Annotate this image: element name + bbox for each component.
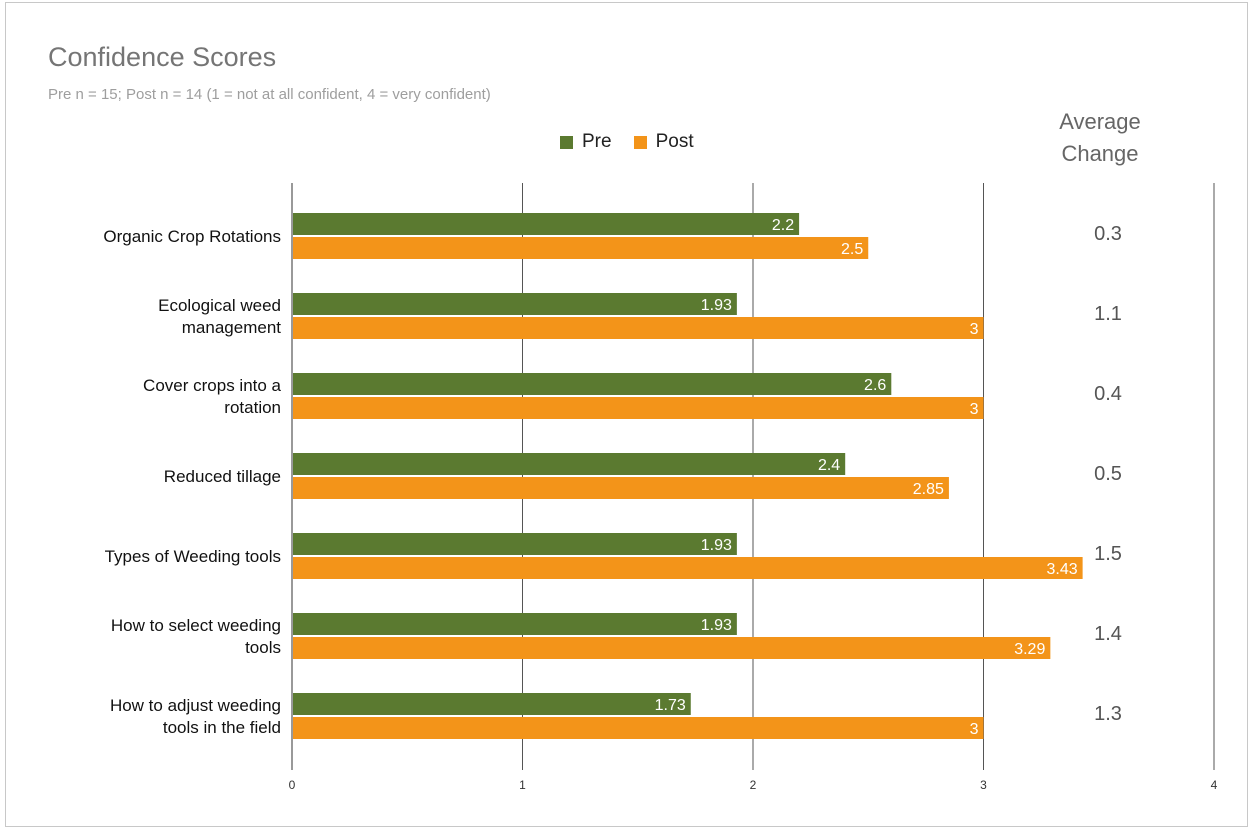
- bar-pre-1: [293, 293, 737, 315]
- average-change-header-line2: Change: [1061, 141, 1139, 166]
- bar-post-6: [293, 717, 984, 739]
- legend: Pre Post: [560, 131, 716, 153]
- data-label-pre-6: 1.73: [655, 697, 686, 714]
- bar-pre-3: [293, 453, 846, 475]
- average-change-value-0: 0.3: [1094, 223, 1122, 245]
- average-change-value-1: 1.1: [1094, 303, 1122, 325]
- average-change-value-3: 0.5: [1094, 463, 1122, 485]
- legend-label-post: Post: [655, 131, 694, 152]
- bar-pre-2: [293, 373, 892, 395]
- data-label-pre-3: 2.4: [818, 457, 840, 474]
- bar-pre-0: [293, 213, 800, 235]
- data-label-post-0: 2.5: [841, 241, 863, 258]
- data-label-post-2: 3: [970, 401, 979, 418]
- bar-post-5: [293, 637, 1051, 659]
- bar-post-3: [293, 477, 949, 499]
- x-tick-label-3: 3: [980, 778, 987, 792]
- data-label-pre-2: 2.6: [864, 377, 886, 394]
- x-tick-label-2: 2: [750, 778, 757, 792]
- data-label-pre-5: 1.93: [701, 617, 732, 634]
- category-label-5-line-0: How to select weeding: [111, 616, 281, 635]
- bar-post-1: [293, 317, 984, 339]
- data-label-post-3: 2.85: [913, 481, 944, 498]
- category-label-0: Organic Crop Rotations: [103, 227, 281, 246]
- x-tick-label-1: 1: [519, 778, 526, 792]
- x-tick-label-0: 0: [289, 778, 296, 792]
- average-change-header-line1: Average: [1059, 109, 1141, 134]
- category-label-6-line-0: How to adjust weeding: [110, 696, 281, 715]
- bar-post-0: [293, 237, 869, 259]
- legend-item-post: Post: [633, 131, 694, 153]
- bar-post-4: [293, 557, 1083, 579]
- bar-post-2: [293, 397, 984, 419]
- legend-item-pre: Pre: [560, 131, 612, 153]
- data-label-post-1: 3: [970, 321, 979, 338]
- category-label-3: Reduced tillage: [164, 467, 281, 486]
- legend-swatch-pre: [560, 135, 573, 149]
- data-label-pre-4: 1.93: [701, 537, 732, 554]
- legend-label-pre: Pre: [582, 131, 612, 152]
- average-change-header: Average Change: [1035, 106, 1165, 170]
- x-tick-label-4: 4: [1211, 778, 1218, 792]
- category-label-4: Types of Weeding tools: [105, 547, 281, 566]
- average-change-value-4: 1.5: [1094, 543, 1122, 565]
- average-change-value-5: 1.4: [1094, 623, 1122, 645]
- bar-pre-6: [293, 693, 691, 715]
- data-label-post-4: 3.43: [1046, 561, 1077, 578]
- average-change-value-2: 0.4: [1094, 383, 1122, 405]
- chart-subtitle: Pre n = 15; Post n = 14 (1 = not at all …: [48, 86, 491, 103]
- bar-pre-5: [293, 613, 737, 635]
- category-label-2-line-1: rotation: [224, 398, 281, 417]
- average-change-value-6: 1.3: [1094, 703, 1122, 725]
- legend-swatch-post: [633, 135, 647, 149]
- category-label-6-line-1: tools in the field: [163, 718, 281, 737]
- category-label-2-line-0: Cover crops into a: [143, 376, 281, 395]
- data-label-pre-1: 1.93: [701, 297, 732, 314]
- chart-title: Confidence Scores: [48, 42, 277, 72]
- data-label-post-6: 3: [970, 721, 979, 738]
- category-label-1-line-1: management: [182, 318, 282, 337]
- bar-pre-4: [293, 533, 737, 555]
- data-label-pre-0: 2.2: [772, 217, 794, 234]
- category-label-1-line-0: Ecological weed: [158, 296, 281, 315]
- category-label-5-line-1: tools: [245, 638, 281, 657]
- data-label-post-5: 3.29: [1014, 641, 1045, 658]
